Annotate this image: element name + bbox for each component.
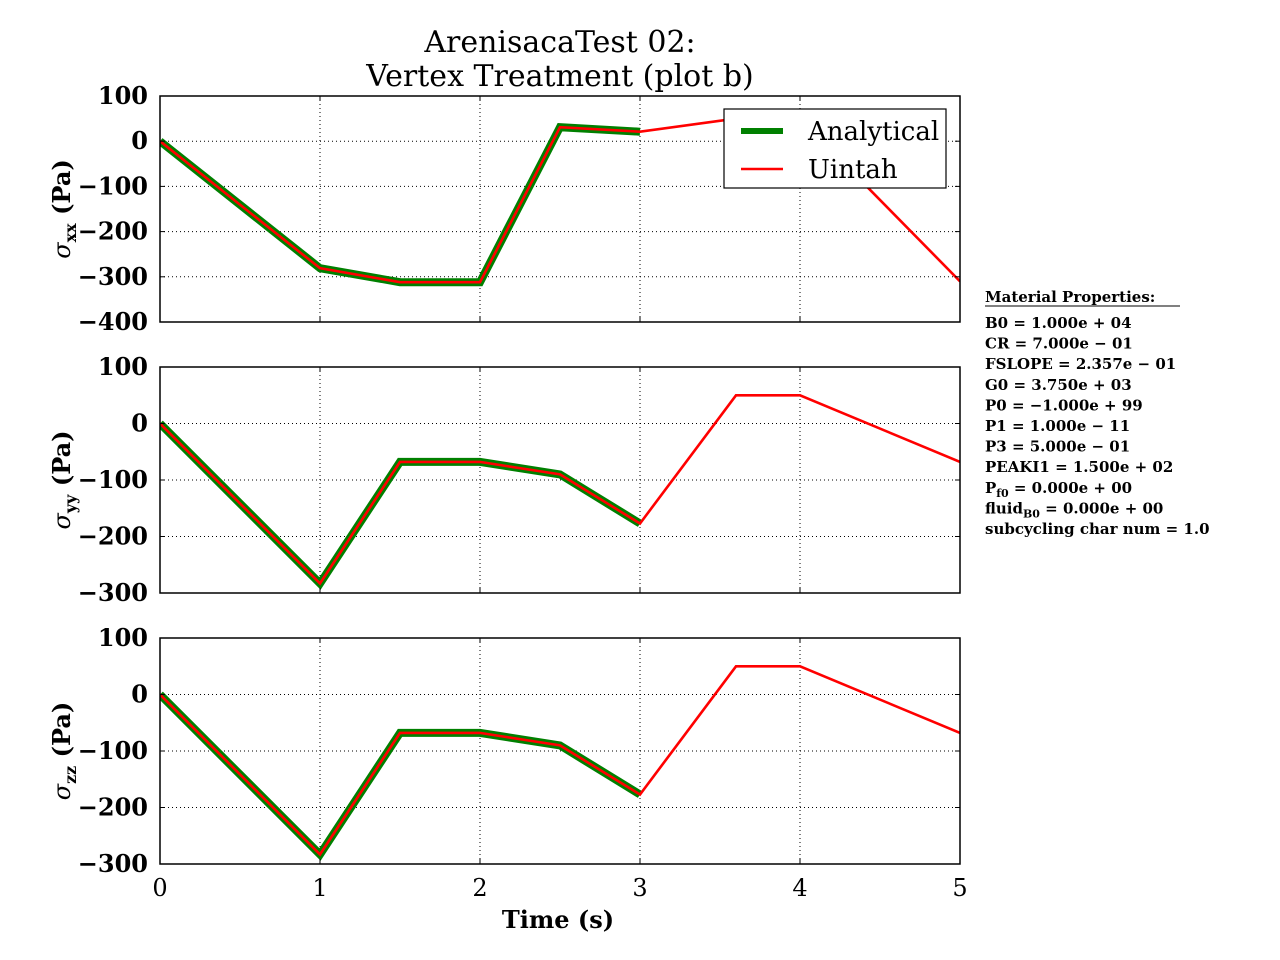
y-tick-label: −300 [78,262,148,291]
material-properties-box: Material Properties: B0 = 1.000e + 04 CR … [985,288,1210,538]
chart-title-line-1: ArenisacaTest 02: [423,25,695,60]
material-property-item: B0 = 1.000e + 04 [985,314,1132,332]
legend-label-uintah: Uintah [808,155,898,185]
y-tick-label: −200 [78,522,148,551]
material-property-item: P1 = 1.000e − 11 [985,417,1130,435]
series-line-analytical [160,420,643,590]
x-tick-label: 4 [792,874,807,902]
subplot-xx: 100 0 −100 −200 −300 −400 σxx (Pa) Analytical Ui… [47,81,961,336]
legend-box [723,108,947,189]
legend: Analytical Uintah [723,108,947,189]
material-property-item: subcycling char num = 1.0 [985,520,1210,538]
y-tick-label: −300 [78,849,148,878]
y-tick-label: 0 [131,680,148,709]
y-tick-label: −200 [78,217,148,246]
series-line-analytical [160,123,641,287]
material-property-item: G0 = 3.750e + 03 [985,376,1132,394]
material-property-item: FSLOPE = 2.357e − 01 [985,355,1176,373]
x-tick-label: 0 [152,874,167,902]
x-tick-label: 2 [472,874,487,902]
series-lines [160,664,960,861]
legend-label-analytical: Analytical [807,117,939,147]
series-line-uintah [160,664,960,857]
series-line-analytical [160,691,643,861]
y-tick-label: −200 [78,793,148,822]
material-property-item: P0 = −1.000e + 99 [985,396,1143,414]
material-property-item: Pf0 = 0.000e + 00 [985,479,1132,500]
y-tick-label: −100 [78,736,148,765]
y-axis-label-xx: σxx (Pa) [47,159,80,259]
y-tick-label: 100 [98,623,148,652]
material-property-item: CR = 7.000e − 01 [985,335,1133,353]
y-tick-label: −100 [78,465,148,494]
x-tick-label: 3 [632,874,647,902]
y-tick-label: −300 [78,578,148,607]
series-lines [160,393,960,590]
y-tick-label: 0 [131,126,148,155]
y-tick-label: 100 [98,352,148,381]
series-line-uintah [160,393,960,586]
x-tick-label: 5 [952,874,967,902]
material-properties-list: B0 = 1.000e + 04 CR = 7.000e − 01 FSLOPE =… [985,314,1210,538]
y-tick-label: −100 [78,171,148,200]
material-property-item: PEAKI1 = 1.500e + 02 [985,458,1173,476]
chart-title-line-2: Vertex Treatment (plot b) [365,59,754,94]
y-tick-label: 0 [131,409,148,438]
x-tick-label: 1 [312,874,327,902]
axes-frame [159,95,961,323]
y-tick-label: 100 [98,81,148,110]
material-property-item: P3 = 5.000e − 01 [985,438,1130,456]
x-axis-label: Time (s) [502,905,614,934]
y-axis-label-yy: σyy (Pa) [47,430,80,529]
material-property-item: fluidB0 = 0.000e + 00 [985,499,1163,520]
material-properties-heading: Material Properties: [985,288,1155,306]
subplot-yy: 100 0 −100 −200 −300 σyy (Pa) [47,352,961,607]
y-axis-label-zz: σzz (Pa) [47,702,80,801]
y-tick-label: −400 [78,307,148,336]
